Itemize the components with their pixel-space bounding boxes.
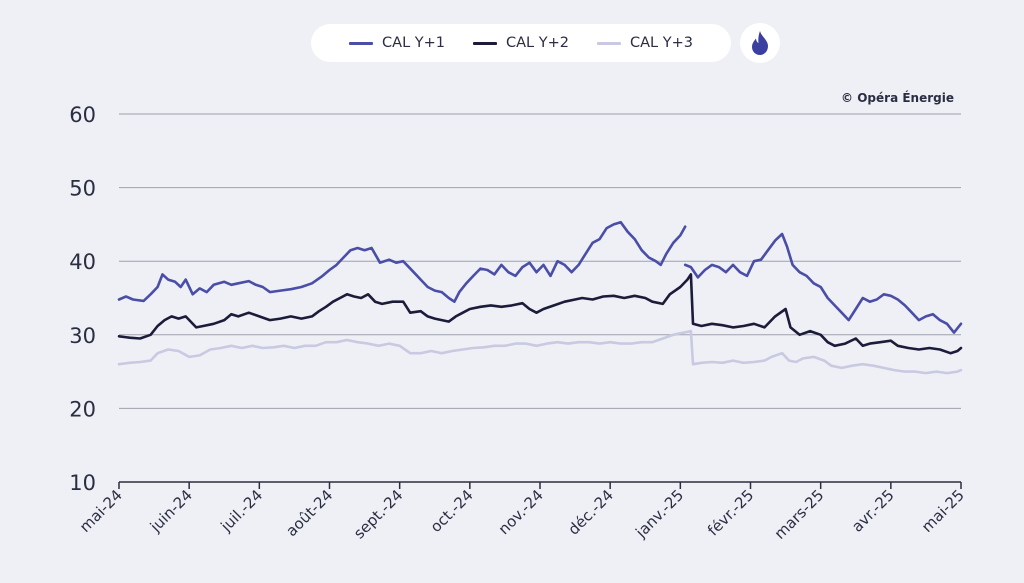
x-tick-label: août-24 [282,486,336,540]
series-line-cal-y-1 [117,220,963,334]
copyright-notice: © Opéra Énergie [841,91,954,105]
legend-item-cal-y1[interactable]: CAL Y+1 [349,35,445,51]
x-axis: mai-24 juin-24 juil.-24 août-24 sept.-24 oct.… [76,481,968,543]
y-tick-label: 10 [69,471,96,495]
y-tick-label: 20 [69,397,96,421]
x-tick-label: janv.-25 [631,486,687,542]
y-tick-label: 50 [69,177,96,201]
legend-label: CAL Y+3 [629,35,693,51]
gridlines [119,113,961,409]
y-tick-label: 40 [69,250,96,274]
x-tick-label: nov.-24 [495,486,547,538]
series-line-cal-y-2 [117,273,963,355]
y-axis-ticks: 10 20 30 40 50 60 [69,103,96,495]
series-line-cal-y-3 [117,329,963,375]
legend-label: CAL Y+2 [506,35,569,51]
flame-icon [752,31,768,55]
x-tick-label: avr.-25 [848,486,898,536]
legend-swatch [349,41,374,45]
series-lines [117,220,963,375]
legend-item-cal-y3[interactable]: CAL Y+3 [596,35,693,51]
legend-swatch [596,41,621,45]
legend: CAL Y+1 CAL Y+2 CAL Y+3 [311,24,731,62]
legend-item-cal-y2[interactable]: CAL Y+2 [473,35,569,51]
x-tick-label: oct.-24 [427,486,477,536]
x-tick-label: juil.-24 [216,486,266,536]
x-tick-label: sept.-24 [350,486,406,542]
y-tick-label: 30 [69,324,96,348]
legend-swatch [473,41,498,45]
x-tick-label: mars-25 [771,486,828,543]
legend-label: CAL Y+1 [382,35,446,51]
gas-type-badge[interactable] [740,23,780,63]
x-tick-label: févr.-25 [704,486,757,539]
x-tick-label: déc.-24 [564,486,617,539]
x-tick-label: mai-25 [918,486,968,536]
x-tick-label: juin-24 [146,486,196,536]
y-tick-label: 60 [69,103,96,127]
